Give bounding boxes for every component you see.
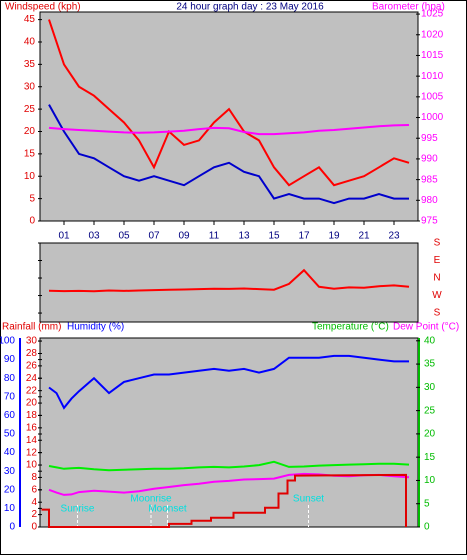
y-tick-label: 35 xyxy=(424,359,436,370)
x-tick-label: 05 xyxy=(118,231,130,242)
y-tick-label: 5 xyxy=(424,498,430,509)
y-tick-label: 45 xyxy=(24,14,36,25)
y-tick-label: 25 xyxy=(424,405,436,416)
y-tick-label: 18 xyxy=(26,410,38,421)
y-tick-label: 15 xyxy=(424,452,436,463)
y-tick-label: S xyxy=(434,238,441,249)
y-tick-label: 995 xyxy=(421,133,438,144)
y-tick-label: 16 xyxy=(26,422,38,433)
y-tick-label: 28 xyxy=(26,348,38,359)
y-tick-label: 1000 xyxy=(421,112,444,123)
y-tick-label: 30 xyxy=(26,336,38,347)
x-tick-label: 03 xyxy=(88,231,100,242)
y-tick-label: 2 xyxy=(31,509,37,520)
y-tick-label: 14 xyxy=(26,435,38,446)
y-tick-label: 30 xyxy=(4,466,16,477)
y-tick-label: 1025 xyxy=(421,9,444,20)
y-tick-label: 10 xyxy=(424,475,436,486)
x-tick-label: 23 xyxy=(388,231,400,242)
y-tick-label: 1010 xyxy=(421,71,444,82)
y-tick-label: 20 xyxy=(4,484,16,495)
y-tick-label: 6 xyxy=(31,484,37,495)
plot-area xyxy=(39,242,419,323)
y-tick-label: 12 xyxy=(26,447,38,458)
wind-axis-title: Windspeed (kph) xyxy=(5,2,81,13)
rain-axis-title: Rainfall (mm) xyxy=(2,322,61,333)
y-tick-label: 30 xyxy=(424,382,436,393)
x-tick-label: 19 xyxy=(328,231,340,242)
plot-area xyxy=(39,11,419,222)
x-tick-label: 11 xyxy=(209,231,220,242)
y-tick-label: 60 xyxy=(4,410,16,421)
y-tick-label: 0 xyxy=(29,216,35,227)
x-tick-label: 15 xyxy=(268,231,280,242)
series-line xyxy=(48,268,410,293)
y-tick-label: 4 xyxy=(31,497,37,508)
annotation: Sunset xyxy=(293,494,324,505)
y-tick-label: 24 xyxy=(26,373,38,384)
annotation: Sunrise xyxy=(61,504,95,515)
y-tick-label: 8 xyxy=(31,472,37,483)
y-tick-label: 25 xyxy=(24,104,36,115)
series-line xyxy=(48,354,409,410)
y-tick-label: 0 xyxy=(424,522,430,533)
annotation: Moonset xyxy=(148,504,187,515)
y-tick-label: 20 xyxy=(24,126,36,137)
series-line xyxy=(48,104,409,205)
y-tick-label: 0 xyxy=(9,522,15,533)
y-tick-label: 70 xyxy=(4,391,16,402)
x-tick-label: 17 xyxy=(298,231,310,242)
y-tick-label: 22 xyxy=(26,385,38,396)
series-line xyxy=(48,19,410,187)
chart-title: 24 hour graph day : 23 May 2016 xyxy=(176,2,324,13)
y-tick-label: 20 xyxy=(424,429,436,440)
y-tick-label: 990 xyxy=(421,154,438,165)
y-tick-label: S xyxy=(434,308,441,319)
y-tick-label: 975 xyxy=(421,216,438,227)
humidity-axis-title: Humidity (%) xyxy=(67,322,124,333)
y-tick-label: 30 xyxy=(24,81,36,92)
y-tick-label: 20 xyxy=(26,398,38,409)
y-tick-label: 50 xyxy=(4,429,16,440)
plot-area xyxy=(39,337,419,528)
y-tick-label: 100 xyxy=(0,336,15,347)
y-tick-label: 10 xyxy=(4,503,16,514)
y-tick-label: 10 xyxy=(24,171,36,182)
y-tick-label: 90 xyxy=(4,354,16,365)
x-tick-label: 09 xyxy=(178,231,190,242)
y-tick-label: E xyxy=(434,255,441,266)
y-tick-label: 80 xyxy=(4,373,16,384)
y-tick-label: 26 xyxy=(26,361,38,372)
y-tick-label: 15 xyxy=(24,149,36,160)
y-tick-label: 5 xyxy=(29,193,35,204)
x-tick-label: 01 xyxy=(58,231,70,242)
x-tick-label: 07 xyxy=(148,231,160,242)
annotation: Moonrise xyxy=(130,494,172,505)
y-tick-label: 40 xyxy=(4,447,16,458)
barometer-axis-title: Barometer (hpa) xyxy=(372,2,445,13)
y-tick-label: 980 xyxy=(421,195,438,206)
y-tick-label: 1005 xyxy=(421,91,444,102)
dewpoint-axis-title: Dew Point (°C) xyxy=(393,322,459,333)
y-tick-label: 1015 xyxy=(421,50,444,61)
y-tick-label: 40 xyxy=(424,335,436,346)
y-tick-label: 0 xyxy=(31,522,37,533)
y-tick-label: N xyxy=(433,273,440,284)
y-tick-label: W xyxy=(432,290,442,301)
temperature-axis-title: Temperature (°C) xyxy=(312,322,389,333)
y-tick-label: 35 xyxy=(24,59,36,70)
y-tick-label: 1020 xyxy=(421,29,444,40)
series-line xyxy=(48,124,410,136)
x-tick-label: 21 xyxy=(358,231,370,242)
series-line xyxy=(48,460,410,472)
y-tick-label: 10 xyxy=(26,460,38,471)
y-tick-label: 985 xyxy=(421,174,438,185)
y-tick-label: 40 xyxy=(24,37,36,48)
x-tick-label: 13 xyxy=(238,231,250,242)
series-line xyxy=(41,473,407,528)
